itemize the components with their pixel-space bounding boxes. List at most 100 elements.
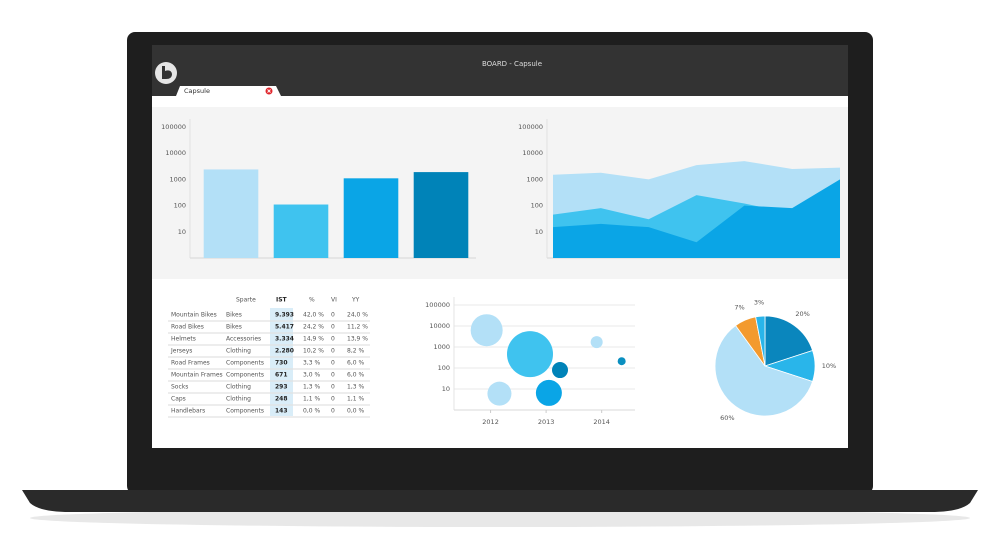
pie-slice <box>714 324 814 417</box>
table-cell: 10,2 % <box>303 348 324 355</box>
table-cell: 1,3 % <box>347 384 364 391</box>
table-cell: Bikes <box>226 312 242 319</box>
table-header: YY <box>351 297 360 304</box>
bar <box>203 169 259 258</box>
bar <box>413 172 469 258</box>
table-cell: Caps <box>171 396 186 403</box>
bubble <box>590 336 603 349</box>
table-cell: Clothing <box>226 384 251 391</box>
y-tick-label: 100 <box>438 364 450 372</box>
table-cell: 14,9 % <box>303 336 324 343</box>
x-tick-label: 2013 <box>538 418 555 426</box>
pie-slice <box>755 315 766 367</box>
table-cell: 24,0 % <box>347 312 368 319</box>
x-tick-label: 2012 <box>482 418 499 426</box>
y-tick-label: 10000 <box>429 322 450 330</box>
table-header: Sparte <box>236 297 256 304</box>
table-cell: 730 <box>275 360 288 367</box>
content: 1010010001000010000010100100010000100000… <box>161 119 840 426</box>
table-cell: 0 <box>331 384 335 391</box>
table-header: IST <box>276 297 288 304</box>
table-cell: 0,0 % <box>303 408 320 415</box>
y-tick-label: 10 <box>535 228 543 236</box>
window-title: BOARD - Capsule <box>482 60 542 68</box>
table-cell: Components <box>226 360 264 367</box>
bar <box>273 204 329 258</box>
table-cell: 0 <box>331 372 335 379</box>
table-cell: 0 <box>331 348 335 355</box>
y-tick-label: 10 <box>442 385 450 393</box>
y-tick-label: 1000 <box>526 175 543 183</box>
area <box>553 179 840 258</box>
bubble <box>552 362 568 379</box>
bubble <box>507 331 553 378</box>
pie-label: 3% <box>754 298 764 306</box>
y-tick-label: 1000 <box>433 343 450 351</box>
table-header: VI <box>331 297 337 304</box>
table-cell: Mountain Bikes <box>171 312 217 319</box>
table-cell: Components <box>226 372 264 379</box>
logo-glyph <box>162 66 172 79</box>
y-tick-label: 10000 <box>522 149 543 157</box>
bar <box>343 178 399 258</box>
table-cell: Road Frames <box>171 360 210 367</box>
y-tick-label: 100000 <box>425 301 450 309</box>
table-cell: Clothing <box>226 348 251 355</box>
table-cell: 0 <box>331 336 335 343</box>
table-cell: Components <box>226 408 264 415</box>
table-cell: 2.280 <box>275 348 294 355</box>
table-cell: 0 <box>331 408 335 415</box>
table-cell: 11,2 % <box>347 324 368 331</box>
bubble <box>535 379 562 406</box>
table-cell: 3,3 % <box>303 360 320 367</box>
y-tick-label: 100000 <box>518 123 543 131</box>
pie-label: 10% <box>822 362 836 370</box>
table-cell: 13,9 % <box>347 336 368 343</box>
table-cell: 143 <box>275 408 288 415</box>
table-cell: 5.417 <box>275 324 294 331</box>
table-cell: 1,1 % <box>303 396 320 403</box>
table-cell: 1,1 % <box>347 396 364 403</box>
tab-close-x[interactable] <box>267 89 271 93</box>
y-tick-label: 100000 <box>161 123 186 131</box>
pie-label: 60% <box>720 414 734 422</box>
bubble <box>617 357 626 366</box>
table-cell: 0 <box>331 396 335 403</box>
table-cell: Socks <box>171 384 188 391</box>
pie-slice <box>764 315 814 367</box>
table-cell: 9.393 <box>275 312 294 319</box>
table-cell: 42,0 % <box>303 312 324 319</box>
table-cell: Accessories <box>226 336 261 343</box>
pie-label: 20% <box>795 310 809 318</box>
y-tick-label: 1000 <box>169 175 186 183</box>
y-tick-label: 100 <box>174 202 186 210</box>
bubble <box>470 314 503 347</box>
table-cell: 8,2 % <box>347 348 364 355</box>
table-cell: Mountain Frames <box>171 372 223 379</box>
y-tick-label: 100 <box>531 202 543 210</box>
ist-column-bg <box>270 308 293 416</box>
laptop-base <box>22 490 978 512</box>
table-cell: Helmets <box>171 336 196 343</box>
table-cell: 0 <box>331 360 335 367</box>
table-cell: 671 <box>275 372 288 379</box>
tab-label[interactable]: Capsule <box>184 87 210 95</box>
table-cell: 1,3 % <box>303 384 320 391</box>
bubble <box>487 381 512 406</box>
table-cell: Handlebars <box>171 408 205 415</box>
table-cell: 3,0 % <box>303 372 320 379</box>
tab[interactable] <box>176 86 281 96</box>
x-tick-label: 2014 <box>593 418 610 426</box>
table-cell: Bikes <box>226 324 242 331</box>
table-cell: Jerseys <box>170 348 192 355</box>
table-header: % <box>309 297 315 304</box>
table-cell: 248 <box>275 396 288 403</box>
table-cell: 24,2 % <box>303 324 324 331</box>
table-cell: 3.334 <box>275 336 294 343</box>
table-cell: 0 <box>331 312 335 319</box>
table-cell: 0,0 % <box>347 408 364 415</box>
y-tick-label: 10000 <box>165 149 186 157</box>
table-cell: 293 <box>275 384 288 391</box>
shadow <box>30 509 970 527</box>
